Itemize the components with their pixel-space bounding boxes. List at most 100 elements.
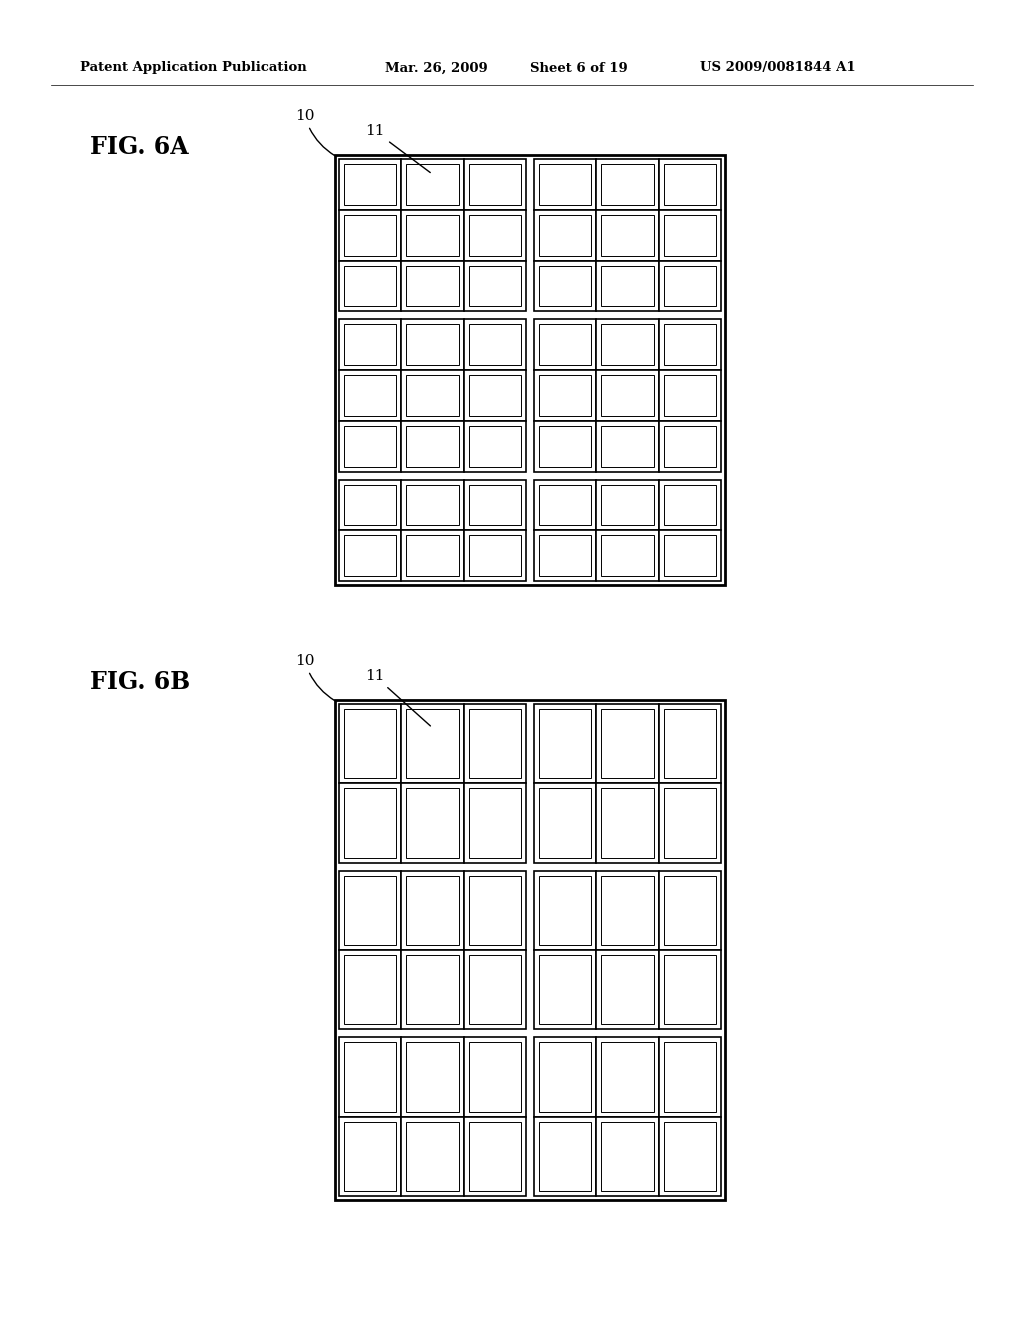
Bar xyxy=(658,531,721,581)
Bar xyxy=(664,215,716,256)
Bar xyxy=(601,215,653,256)
Bar xyxy=(596,319,658,370)
Bar xyxy=(407,325,459,366)
Bar xyxy=(596,1038,658,1117)
Bar xyxy=(539,426,591,466)
Bar xyxy=(664,484,716,525)
Bar xyxy=(596,421,658,471)
Bar xyxy=(401,370,464,421)
Bar xyxy=(601,265,653,306)
Bar xyxy=(664,788,716,858)
Bar xyxy=(464,531,526,581)
Bar xyxy=(469,535,521,576)
Bar xyxy=(344,1122,396,1191)
Bar xyxy=(539,709,591,779)
Bar xyxy=(658,421,721,471)
Bar xyxy=(664,265,716,306)
Bar xyxy=(664,164,716,205)
Bar xyxy=(401,319,464,370)
Bar xyxy=(469,709,521,779)
Bar xyxy=(469,375,521,416)
Bar xyxy=(464,783,526,863)
Bar xyxy=(335,154,725,585)
Bar xyxy=(596,531,658,581)
Text: US 2009/0081844 A1: US 2009/0081844 A1 xyxy=(700,62,856,74)
Bar xyxy=(539,215,591,256)
Bar xyxy=(401,1117,464,1196)
Bar xyxy=(339,1038,401,1117)
Bar xyxy=(601,709,653,779)
Bar xyxy=(339,531,401,581)
Bar xyxy=(658,210,721,260)
Bar xyxy=(335,700,725,1200)
Bar xyxy=(664,375,716,416)
Bar xyxy=(539,484,591,525)
Bar xyxy=(407,426,459,466)
Bar xyxy=(539,875,591,945)
Bar xyxy=(407,1122,459,1191)
Bar xyxy=(464,260,526,312)
Bar xyxy=(658,950,721,1030)
Bar xyxy=(658,783,721,863)
Bar xyxy=(601,535,653,576)
Text: 11: 11 xyxy=(365,669,430,726)
Bar xyxy=(601,426,653,466)
Bar xyxy=(339,370,401,421)
Bar xyxy=(344,788,396,858)
Bar xyxy=(596,260,658,312)
Bar xyxy=(539,265,591,306)
Bar xyxy=(539,375,591,416)
Text: 10: 10 xyxy=(295,653,335,701)
Bar xyxy=(344,265,396,306)
Bar xyxy=(344,709,396,779)
Bar xyxy=(469,1122,521,1191)
Bar xyxy=(601,1122,653,1191)
Bar xyxy=(601,375,653,416)
Bar xyxy=(469,215,521,256)
Bar xyxy=(596,783,658,863)
Bar xyxy=(407,709,459,779)
Bar xyxy=(401,210,464,260)
Bar xyxy=(464,479,526,531)
Bar xyxy=(539,1122,591,1191)
Bar xyxy=(469,484,521,525)
Bar xyxy=(339,950,401,1030)
Bar xyxy=(534,158,596,210)
Bar xyxy=(664,535,716,576)
Bar xyxy=(534,479,596,531)
Bar xyxy=(469,788,521,858)
Bar xyxy=(534,1038,596,1117)
Bar xyxy=(664,875,716,945)
Bar xyxy=(596,950,658,1030)
Text: FIG. 6A: FIG. 6A xyxy=(90,135,188,158)
Bar xyxy=(344,535,396,576)
Bar xyxy=(339,421,401,471)
Bar xyxy=(401,260,464,312)
Bar xyxy=(401,704,464,783)
Bar xyxy=(464,210,526,260)
Bar xyxy=(664,325,716,366)
Bar xyxy=(534,783,596,863)
Bar xyxy=(534,531,596,581)
Bar xyxy=(464,704,526,783)
Bar xyxy=(339,319,401,370)
Text: 11: 11 xyxy=(365,124,430,173)
Bar xyxy=(596,158,658,210)
Text: Mar. 26, 2009: Mar. 26, 2009 xyxy=(385,62,487,74)
Bar xyxy=(469,164,521,205)
Bar xyxy=(539,954,591,1024)
Bar xyxy=(601,954,653,1024)
Bar xyxy=(539,788,591,858)
Bar xyxy=(658,704,721,783)
Bar xyxy=(401,871,464,950)
Bar xyxy=(658,1117,721,1196)
Bar xyxy=(539,1043,591,1111)
Bar xyxy=(407,484,459,525)
Bar xyxy=(464,319,526,370)
Bar xyxy=(344,484,396,525)
Bar xyxy=(464,370,526,421)
Bar xyxy=(534,421,596,471)
Bar xyxy=(534,210,596,260)
Bar xyxy=(469,875,521,945)
Bar xyxy=(339,871,401,950)
